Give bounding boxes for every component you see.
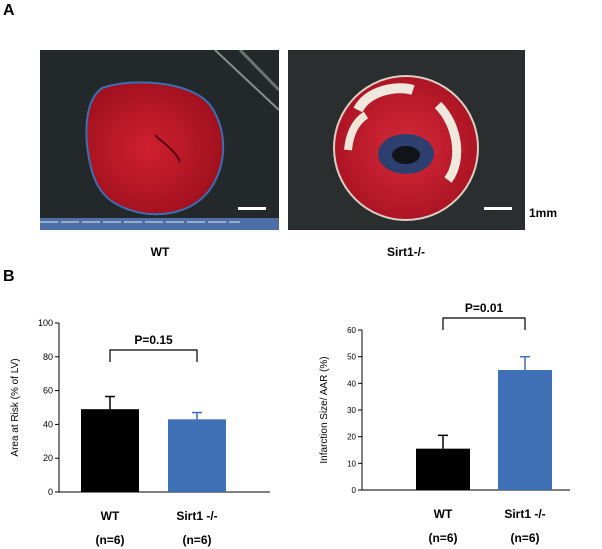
y-tick-label: 40 [43, 419, 53, 429]
scale-bar-label: 1mm [529, 206, 558, 220]
y-tick-label: 40 [347, 379, 356, 388]
y-tick-label: 0 [352, 486, 357, 495]
significance-bracket [109, 349, 198, 362]
infarction-size-chart: 0 10 20 30 40 50 60 Infarction Size/ AAR (%) WT (… [319, 301, 570, 545]
panel-a-label: A [3, 2, 15, 19]
category-label: WT [101, 509, 120, 523]
y-tick-label: 20 [347, 433, 356, 442]
sirt1-caption: Sirt1-/- [386, 245, 425, 259]
panel-b-label: B [3, 268, 15, 285]
wt-heart-photo [40, 50, 279, 230]
y-tick-label: 0 [48, 487, 53, 497]
y-tick-label: 80 [43, 352, 53, 362]
category-label: WT [434, 507, 453, 521]
category-label: Sirt1 -/- [504, 507, 545, 521]
p-value-annotation: P=0.01 [465, 301, 504, 315]
category-sublabel: (n=6) [182, 533, 211, 547]
category-label: Sirt1 -/- [176, 509, 217, 523]
y-tick-label: 100 [38, 318, 53, 328]
y-axis-label: Infarction Size/ AAR (%) [319, 356, 330, 463]
wt-caption: WT [150, 245, 170, 259]
category-sublabel: (n=6) [428, 531, 457, 545]
bar [416, 448, 470, 490]
y-tick-label: 20 [43, 453, 53, 463]
sirt1-heart-photo [288, 50, 525, 230]
bar [168, 419, 226, 492]
category-sublabel: (n=6) [510, 531, 539, 545]
bar [81, 409, 139, 492]
p-value-annotation: P=0.15 [134, 333, 173, 347]
bar [498, 370, 552, 490]
significance-bracket [442, 317, 526, 330]
y-tick-label: 60 [347, 326, 356, 335]
y-tick-label: 30 [347, 406, 356, 415]
category-sublabel: (n=6) [95, 533, 124, 547]
y-tick-label: 10 [347, 459, 356, 468]
y-tick-label: 50 [347, 353, 356, 362]
y-tick-label: 60 [43, 386, 53, 396]
y-axis-label: Area at Risk (% of LV) [10, 358, 21, 456]
area-at-risk-chart: 0 20 40 60 80 100 Area at Risk (% of LV) WT (n=6… [10, 318, 270, 547]
